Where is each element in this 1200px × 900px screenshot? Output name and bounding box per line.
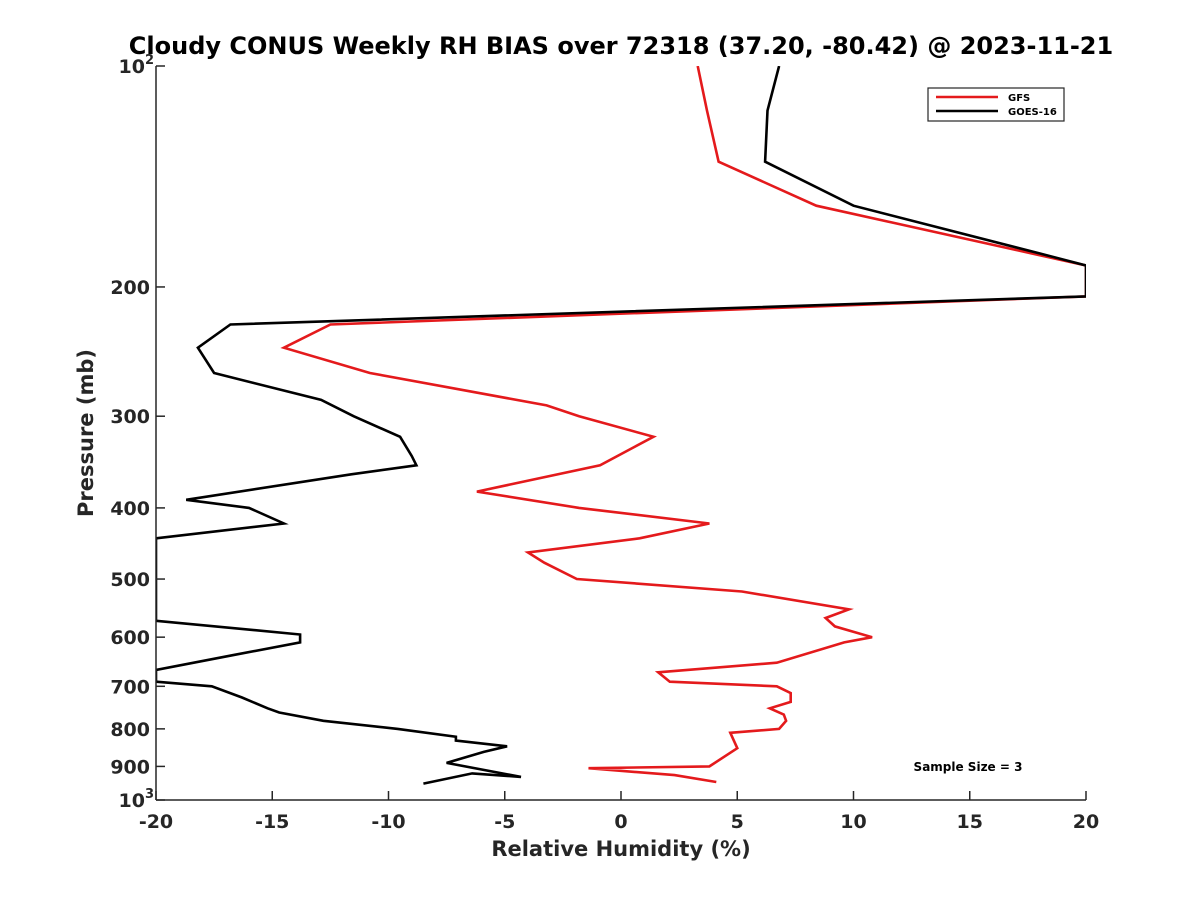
series-line-goes-16 xyxy=(156,66,1086,785)
x-tick-label: 0 xyxy=(614,811,627,833)
axes-layer xyxy=(155,66,1086,801)
y-tick-label: 500 xyxy=(110,569,150,591)
x-tick-label: 10 xyxy=(840,811,866,833)
y-tick-label: 300 xyxy=(110,406,150,428)
legend: GFS GOES-16 xyxy=(927,87,1065,122)
legend-label: GFS xyxy=(1008,93,1030,104)
x-tick-label: -20 xyxy=(139,811,173,833)
y-tick-label: 103 xyxy=(119,787,155,812)
series-layer xyxy=(156,66,1086,785)
x-tick-label: -10 xyxy=(371,811,405,833)
legend-box xyxy=(927,87,1065,122)
x-tick-label: 5 xyxy=(731,811,744,833)
x-axis-label: Relative Humidity (%) xyxy=(491,837,750,861)
sample-size-annotation: Sample Size = 3 xyxy=(914,760,1023,774)
x-tick-label: 20 xyxy=(1073,811,1099,833)
y-tick-label: 102 xyxy=(119,53,155,78)
y-tick-label: 400 xyxy=(110,498,150,520)
ticks-layer: -20 -15 -10 -5 0 5 10 15 20 102 200 300 400 500 600 700… xyxy=(110,53,1099,833)
y-tick-label: 200 xyxy=(110,277,150,299)
y-tick-label: 900 xyxy=(110,756,150,778)
y-tick-label: 600 xyxy=(110,627,150,649)
y-tick-label: 700 xyxy=(110,676,150,698)
chart-title: Cloudy CONUS Weekly RH BIAS over 72318 (… xyxy=(129,32,1113,60)
y-tick-label: 800 xyxy=(110,719,150,741)
legend-label: GOES-16 xyxy=(1008,107,1057,118)
series-line-gfs xyxy=(280,66,1086,784)
y-axis-label: Pressure (mb) xyxy=(74,349,98,517)
x-tick-label: -5 xyxy=(494,811,515,833)
x-tick-label: -15 xyxy=(255,811,289,833)
x-tick-label: 15 xyxy=(957,811,983,833)
